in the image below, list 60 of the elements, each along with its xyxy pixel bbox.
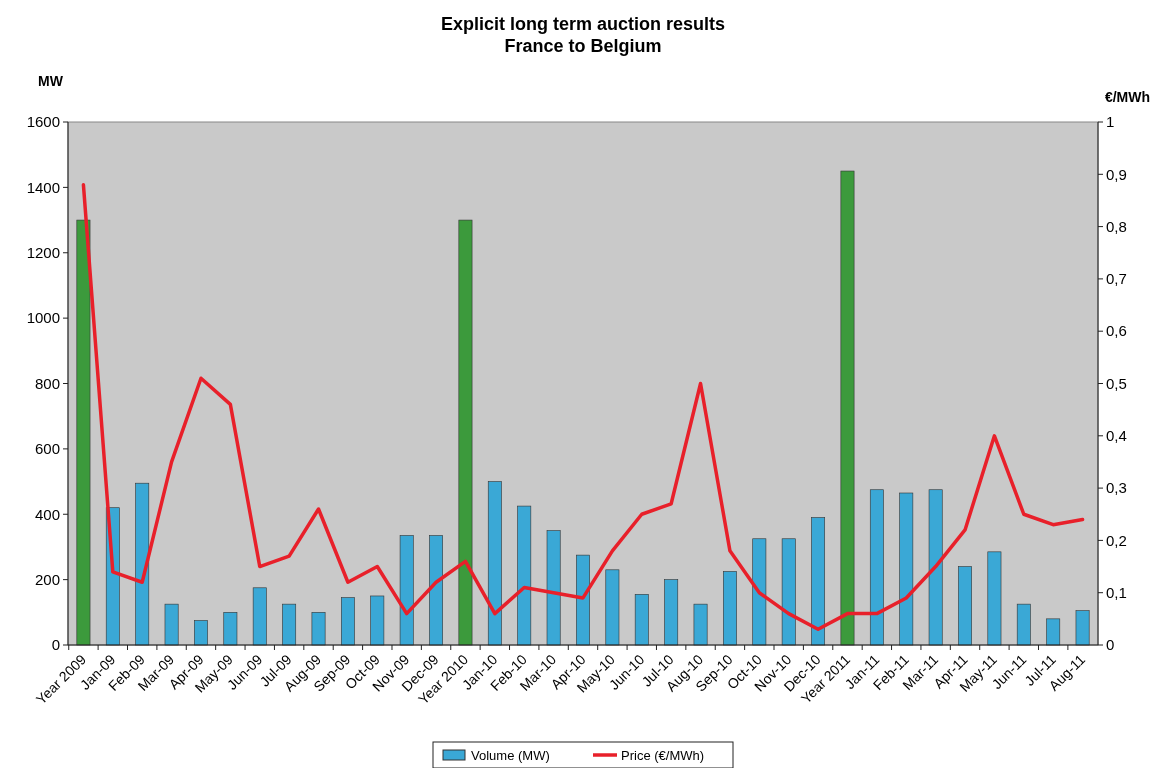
y2-tick-label: 1 xyxy=(1106,113,1115,131)
y-tick-label: 1200 xyxy=(26,244,60,261)
y-tick-label: 200 xyxy=(34,570,60,588)
bar xyxy=(928,489,943,646)
bar xyxy=(1046,618,1061,646)
bar xyxy=(429,535,443,646)
bar xyxy=(576,554,590,646)
bar xyxy=(546,530,561,646)
y2-tick-label: 0,4 xyxy=(1106,427,1127,445)
bar xyxy=(987,551,1002,646)
y-tick-label: 600 xyxy=(34,440,60,458)
bar xyxy=(135,482,150,646)
bar xyxy=(282,603,297,646)
bar xyxy=(1075,610,1090,646)
bar xyxy=(458,219,473,646)
y2-tick-label: 0,9 xyxy=(1106,165,1127,183)
bar xyxy=(869,489,884,646)
bar xyxy=(194,620,208,646)
y-axis-title: MW xyxy=(38,73,64,89)
bar xyxy=(1016,603,1031,646)
bar xyxy=(811,517,826,646)
bar xyxy=(634,594,649,646)
bar xyxy=(752,538,767,646)
bar xyxy=(723,571,737,646)
bar xyxy=(76,219,91,646)
bar xyxy=(487,481,502,646)
y-tick-label: 0 xyxy=(51,636,60,654)
y2-tick-label: 0,3 xyxy=(1106,479,1127,497)
y-tick-label: 1400 xyxy=(26,178,60,196)
bar xyxy=(517,505,532,646)
bar xyxy=(370,595,385,646)
bar xyxy=(840,170,855,646)
bar xyxy=(164,603,179,646)
bar xyxy=(605,569,620,646)
y-tick-label: 1600 xyxy=(26,113,60,131)
bar xyxy=(664,579,679,646)
y-tick-label: 1000 xyxy=(26,309,60,327)
bar xyxy=(781,538,796,646)
y2-tick-label: 0 xyxy=(1106,636,1115,654)
line-series xyxy=(81,183,1085,632)
legend-label: Price (€/MWh) xyxy=(621,748,705,763)
bar xyxy=(399,535,414,646)
y2-axis-title: €/MWh xyxy=(1104,89,1150,105)
legend-label: Volume (MW) xyxy=(471,748,550,763)
bar xyxy=(958,566,972,646)
y-tick-label: 800 xyxy=(34,374,60,392)
y2-tick-label: 0,5 xyxy=(1106,374,1127,392)
y2-tick-label: 0,1 xyxy=(1106,583,1127,601)
y2-tick-label: 0,7 xyxy=(1106,270,1127,288)
y-tick-label: 400 xyxy=(34,505,60,523)
chart-title: Explicit long term auction results France to Belgium xyxy=(440,14,726,56)
y2-tick-label: 0,2 xyxy=(1106,531,1127,549)
bar xyxy=(341,597,355,646)
bar xyxy=(693,603,708,646)
bar xyxy=(223,612,238,646)
bar xyxy=(311,612,326,646)
y2-tick-label: 0,8 xyxy=(1106,217,1127,235)
bar xyxy=(252,587,267,646)
bar xyxy=(899,492,914,646)
y2-tick-label: 0,6 xyxy=(1106,322,1127,340)
